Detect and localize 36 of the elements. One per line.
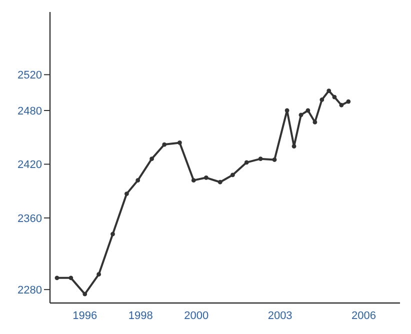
x-tick-label: 2000	[184, 310, 209, 322]
point	[292, 144, 296, 149]
point	[218, 180, 222, 184]
point	[298, 112, 304, 118]
x-tick-label: 2003	[268, 310, 292, 322]
point	[258, 156, 263, 162]
y-tick-label: 2280	[18, 284, 42, 296]
x-tick-label: 2006	[352, 310, 376, 322]
y-tick-label: 2360	[18, 212, 42, 225]
point	[320, 98, 324, 102]
point	[68, 276, 74, 280]
point	[82, 292, 88, 296]
point	[339, 102, 344, 108]
point	[124, 192, 129, 196]
y-tick-label: 2480	[18, 105, 42, 118]
point	[54, 276, 60, 280]
point	[177, 140, 182, 145]
point	[150, 156, 154, 162]
point	[346, 99, 351, 104]
point	[244, 160, 249, 165]
point	[204, 175, 208, 180]
x-tick-label: 1996	[72, 310, 98, 322]
point	[332, 94, 337, 100]
y-tick-label: 2520	[18, 70, 42, 82]
point	[306, 108, 310, 113]
point	[272, 158, 277, 162]
point	[136, 178, 140, 183]
point	[110, 232, 115, 236]
y-tick-label: 2420	[18, 159, 42, 172]
point	[162, 142, 167, 147]
x-tick-label: 1998	[128, 310, 153, 322]
point	[326, 88, 332, 93]
point	[96, 272, 102, 277]
point	[191, 178, 196, 183]
point	[284, 108, 290, 113]
point	[230, 172, 235, 178]
